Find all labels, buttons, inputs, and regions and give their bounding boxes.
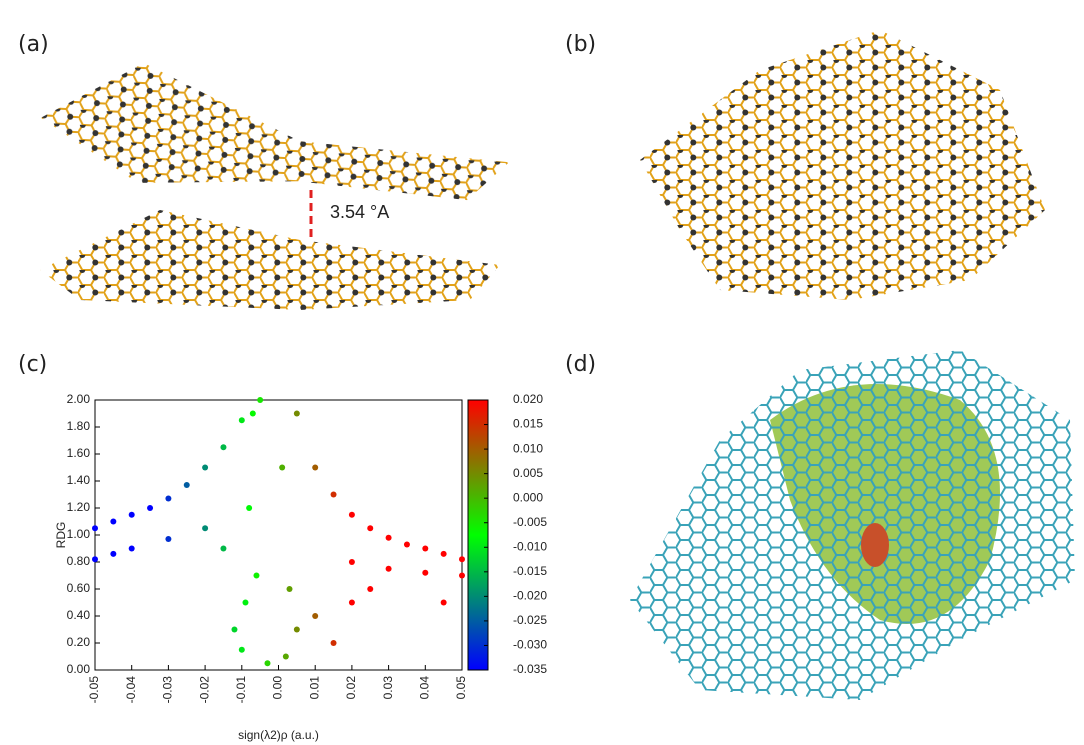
point (293, 410, 300, 417)
plot-frame (94, 399, 463, 671)
point (253, 572, 260, 579)
rdg-chart: 0.00 0.20 0.40 0.60 0.80 1.00 1.20 1.40 1.60 1.80… (54, 392, 547, 742)
point (422, 569, 429, 576)
point (110, 550, 117, 557)
point (279, 464, 286, 471)
point (330, 491, 337, 498)
point (165, 495, 172, 502)
y-tick-label: 0.20 (67, 635, 91, 649)
point (128, 545, 135, 552)
point (282, 653, 289, 660)
point (147, 505, 154, 511)
point (348, 511, 355, 518)
point (385, 534, 392, 541)
x-tick-label: 0.03 (381, 676, 395, 700)
point (286, 586, 293, 592)
point (128, 511, 135, 518)
point (440, 550, 447, 557)
y-tick-label: 0.40 (67, 608, 91, 622)
y-axis-label: RDG (54, 522, 68, 549)
y-tick-label: 1.80 (67, 419, 91, 433)
point (246, 505, 253, 511)
panel-label: (b) (565, 32, 596, 57)
point (348, 599, 355, 606)
point (367, 586, 374, 592)
point (220, 545, 227, 552)
annotation: 3.54 °A (330, 202, 389, 222)
colorbar-tick-label: -0.035 (513, 662, 547, 676)
point (92, 556, 98, 563)
point (220, 444, 227, 451)
point (348, 559, 355, 565)
colorbar-tick-label: -0.010 (513, 539, 547, 553)
molecule-b (640, 30, 1045, 300)
point (231, 626, 238, 633)
point (367, 525, 374, 532)
point (459, 556, 465, 563)
point (165, 536, 172, 543)
colorbar-tick-label: -0.030 (513, 638, 547, 652)
colorbar-tick-label: -0.020 (513, 589, 547, 603)
point (238, 417, 245, 424)
point (440, 599, 447, 606)
panel-label: (d) (565, 352, 596, 377)
y-tick-label: 2.00 (67, 392, 91, 406)
x-tick-label: 0.04 (417, 676, 431, 700)
x-tick-label: -0.04 (124, 676, 138, 704)
point (264, 660, 271, 667)
colorbar-tick-label: -0.025 (513, 613, 547, 627)
point (110, 518, 117, 525)
x-tick-label: 0.01 (307, 676, 321, 700)
colorbar-tick-label: 0.005 (513, 466, 543, 480)
y-tick-label: 0.00 (67, 662, 91, 676)
x-tick-label: -0.03 (161, 676, 175, 704)
x-tick-label: -0.02 (197, 676, 211, 704)
point (183, 482, 190, 489)
point (312, 613, 319, 619)
point (422, 545, 429, 552)
y-tick-label: 1.40 (67, 473, 91, 487)
panel-label: (a) (18, 32, 49, 57)
point (385, 565, 392, 572)
y-tick-label: 1.20 (67, 500, 91, 514)
colorbar-tick-label: -0.015 (513, 564, 547, 578)
colorbar (467, 399, 489, 671)
x-tick-label: -0.05 (87, 676, 101, 704)
point (238, 646, 245, 653)
colorbar-tick-label: 0.010 (513, 441, 543, 455)
x-axis-label: sign(λ2)ρ (a.u.) (238, 728, 319, 742)
point (242, 599, 249, 606)
colorbar-tick-label: 0.015 (513, 417, 543, 431)
colorbar-tick-label: 0.000 (513, 490, 543, 504)
y-tick-label: 1.60 (67, 446, 91, 460)
point (459, 572, 465, 579)
point (92, 525, 98, 532)
x-tick-label: -0.01 (234, 676, 248, 704)
x-tick-label: 0.02 (344, 676, 358, 700)
x-tick-label: 0.05 (454, 676, 468, 700)
y-tick-label: 0.60 (67, 581, 91, 595)
point (312, 464, 319, 471)
point (257, 397, 264, 403)
colorbar-tick-label: -0.005 (513, 515, 547, 529)
molecule-d (630, 350, 1075, 700)
x-tick-label: 0.00 (271, 676, 285, 700)
point (330, 640, 337, 646)
molecule-a: 3.54 °A (40, 63, 510, 310)
panel-label: (c) (18, 352, 47, 377)
point (202, 464, 209, 471)
point (202, 525, 209, 532)
y-tick-label: 1.00 (67, 527, 91, 541)
point (403, 541, 410, 548)
point (249, 410, 256, 417)
colorbar-tick-label: 0.020 (513, 392, 543, 406)
y-tick-label: 0.80 (67, 554, 91, 568)
point (293, 626, 300, 633)
